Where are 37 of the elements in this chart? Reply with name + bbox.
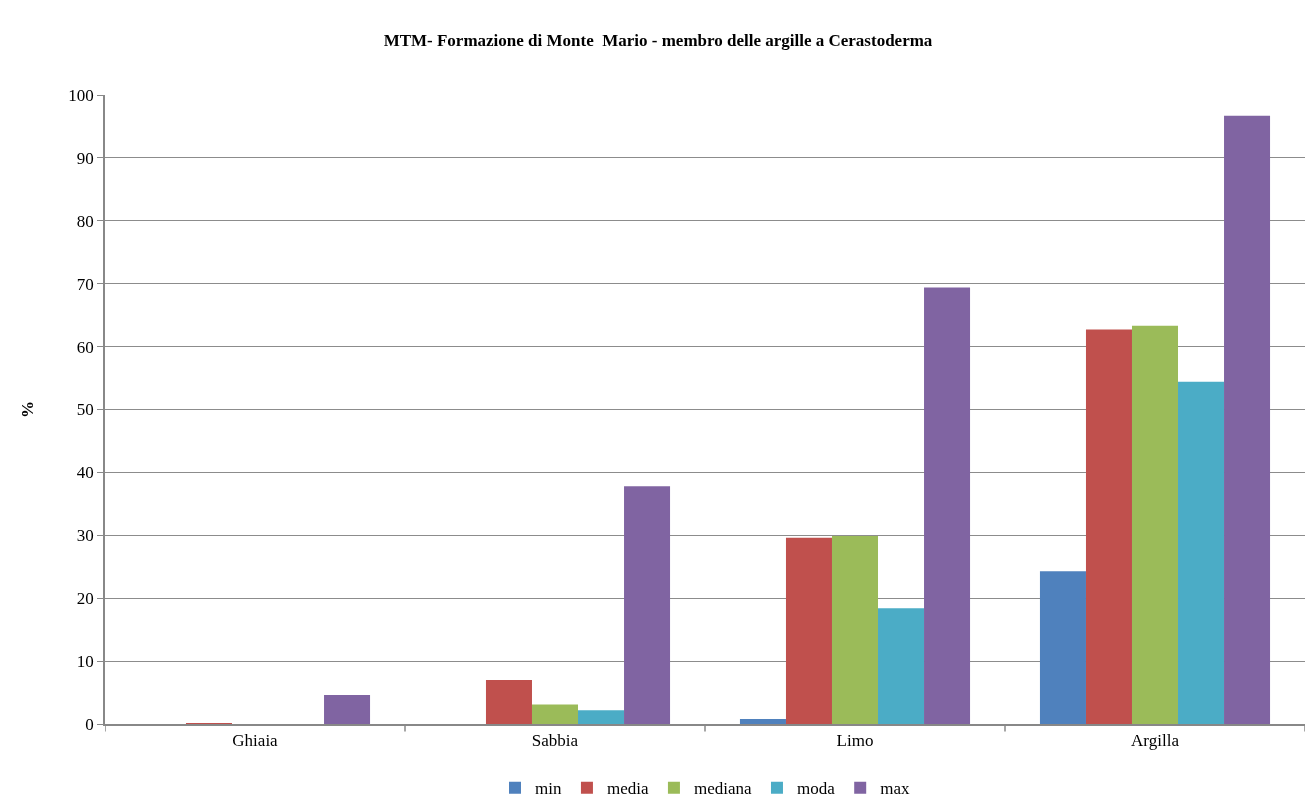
bar <box>624 486 671 724</box>
bar <box>1131 325 1179 724</box>
y-axis-title: % <box>18 401 38 418</box>
legend-label: moda <box>796 779 836 799</box>
legend-label: min <box>535 779 562 799</box>
y-tick-label: 100 <box>68 85 94 105</box>
bar <box>831 535 879 724</box>
y-tick-label: 90 <box>76 148 94 168</box>
bar <box>785 537 832 724</box>
x-tick-label: Limo <box>836 731 874 751</box>
bar <box>1039 571 1086 724</box>
y-tick-label: 30 <box>76 526 94 546</box>
bar <box>485 679 532 724</box>
y-tick-label: 20 <box>76 589 94 609</box>
y-tick-label: 10 <box>76 652 94 672</box>
legend-label: max <box>880 779 910 799</box>
bar <box>1224 115 1271 724</box>
x-tick-label: Sabbia <box>531 731 579 751</box>
legend-label: mediana <box>693 779 752 799</box>
bar <box>1178 381 1225 724</box>
bar <box>924 287 971 724</box>
bar <box>578 710 625 724</box>
bar <box>878 608 925 724</box>
y-tick-label: 60 <box>76 337 94 357</box>
bar <box>739 718 786 724</box>
legend-label: media <box>606 779 649 799</box>
chart-title: MTM- Formazione di Monte Mario - membro delle argille a Cerastoderma <box>383 30 933 50</box>
x-tick-label: Argilla <box>1131 731 1180 751</box>
y-tick-label: 40 <box>76 463 94 483</box>
x-tick-label: Ghiaia <box>232 731 279 751</box>
y-tick-label: 50 <box>76 400 94 420</box>
y-tick-label: 80 <box>76 211 94 231</box>
y-tick-label: 0 <box>85 714 94 734</box>
bar <box>531 704 579 724</box>
y-tick-label: 70 <box>76 274 94 294</box>
bar <box>324 695 371 724</box>
bar <box>1085 329 1132 724</box>
